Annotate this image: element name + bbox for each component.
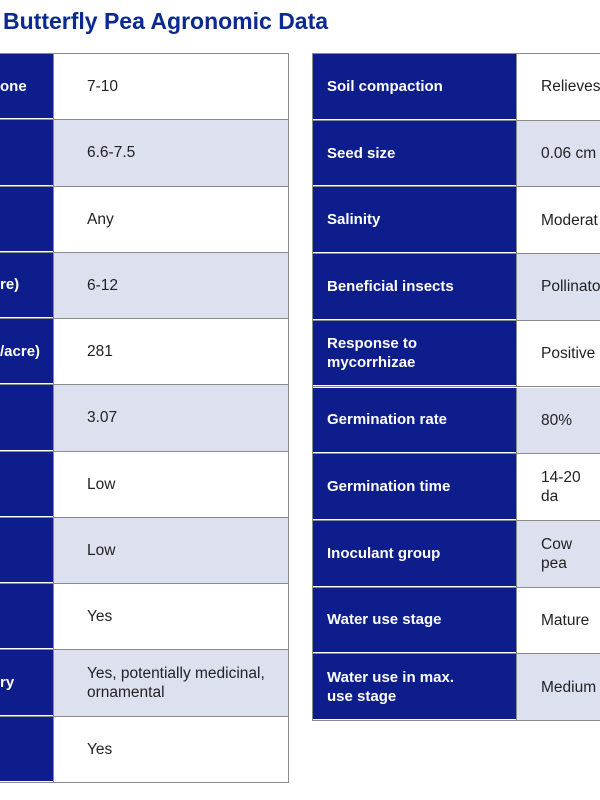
- left-table: one 7-10 6.6-7.5 Any re) 6-12/acre) 281 3.07 Low…: [0, 53, 289, 783]
- row-label: Inoculant group: [313, 520, 516, 587]
- row-value: 0.06 cm: [516, 120, 600, 187]
- row-label: [0, 385, 53, 451]
- table-row: Inoculant group Cow pea: [313, 520, 600, 588]
- table-row: ry Yes, potentially medicinal, ornamental: [0, 650, 288, 717]
- row-label: one: [0, 54, 53, 120]
- row-value: Low: [53, 517, 288, 584]
- table-row: re) 6-12: [0, 252, 288, 320]
- row-label: [0, 517, 53, 584]
- row-label: Water use stage: [313, 587, 516, 654]
- row-label: Germination time: [313, 454, 516, 520]
- row-value: 6.6-7.5: [53, 120, 288, 186]
- table-row: Beneficial insects Pollinato: [313, 254, 600, 321]
- row-label: Response to mycorrhizae: [313, 320, 516, 387]
- row-value: 80%: [516, 387, 600, 454]
- row-label: Germination rate: [313, 387, 516, 454]
- table-row: 3.07: [0, 385, 288, 452]
- row-value: Low: [53, 451, 288, 517]
- row-value: Yes, potentially medicinal, ornamental: [53, 650, 288, 716]
- table-row: Yes: [0, 584, 288, 651]
- table-row: Yes: [0, 716, 288, 783]
- row-value: 6-12: [53, 252, 288, 319]
- row-label: /acre): [0, 319, 53, 385]
- row-value: Pollinato: [516, 254, 600, 320]
- row-label: ry: [0, 650, 53, 716]
- table-row: Response to mycorrhizae Positive: [313, 320, 600, 388]
- row-value: 7-10: [53, 54, 288, 120]
- table-row: /acre) 281: [0, 319, 288, 386]
- table-row: Germination rate 80%: [313, 387, 600, 455]
- row-value: 3.07: [53, 385, 288, 451]
- row-value: Relieves: [516, 54, 600, 120]
- table-row: Germination time 14-20 da: [313, 454, 600, 521]
- table-row: 6.6-7.5: [0, 120, 288, 187]
- row-value: Any: [53, 186, 288, 252]
- table-row: Low: [0, 517, 288, 585]
- table-row: Water use stage Mature: [313, 587, 600, 655]
- row-label: Seed size: [313, 120, 516, 187]
- row-label: Salinity: [313, 187, 516, 254]
- row-label: re): [0, 252, 53, 319]
- row-label: [0, 186, 53, 252]
- row-value: Yes: [53, 716, 288, 782]
- row-value: Mature: [516, 587, 600, 654]
- table-row: Soil compaction Relieves: [313, 54, 600, 121]
- page-title: Butterfly Pea Agronomic Data: [3, 8, 329, 34]
- row-value: 281: [53, 319, 288, 385]
- row-value: 14-20 da: [516, 454, 600, 520]
- row-label: [0, 451, 53, 517]
- table-row: Salinity Moderat: [313, 187, 600, 255]
- table-row: Low: [0, 451, 288, 518]
- row-value: Positive: [516, 320, 600, 387]
- row-label: [0, 716, 53, 782]
- row-value: Medium: [516, 654, 600, 720]
- row-label: Soil compaction: [313, 54, 516, 120]
- row-label: [0, 120, 53, 186]
- row-label: Beneficial insects: [313, 254, 516, 320]
- table-row: Any: [0, 186, 288, 253]
- row-label: [0, 584, 53, 650]
- row-value: Moderat: [516, 187, 600, 254]
- right-table: Soil compaction Relieves Seed size 0.06 cm S…: [312, 53, 600, 721]
- table-row: one 7-10: [0, 54, 288, 121]
- table-row: Seed size 0.06 cm: [313, 120, 600, 188]
- row-label: Water use in max. use stage: [313, 654, 516, 720]
- row-value: Yes: [53, 584, 288, 650]
- table-row: Water use in max. use stage Medium: [313, 654, 600, 721]
- row-value: Cow pea: [516, 520, 600, 587]
